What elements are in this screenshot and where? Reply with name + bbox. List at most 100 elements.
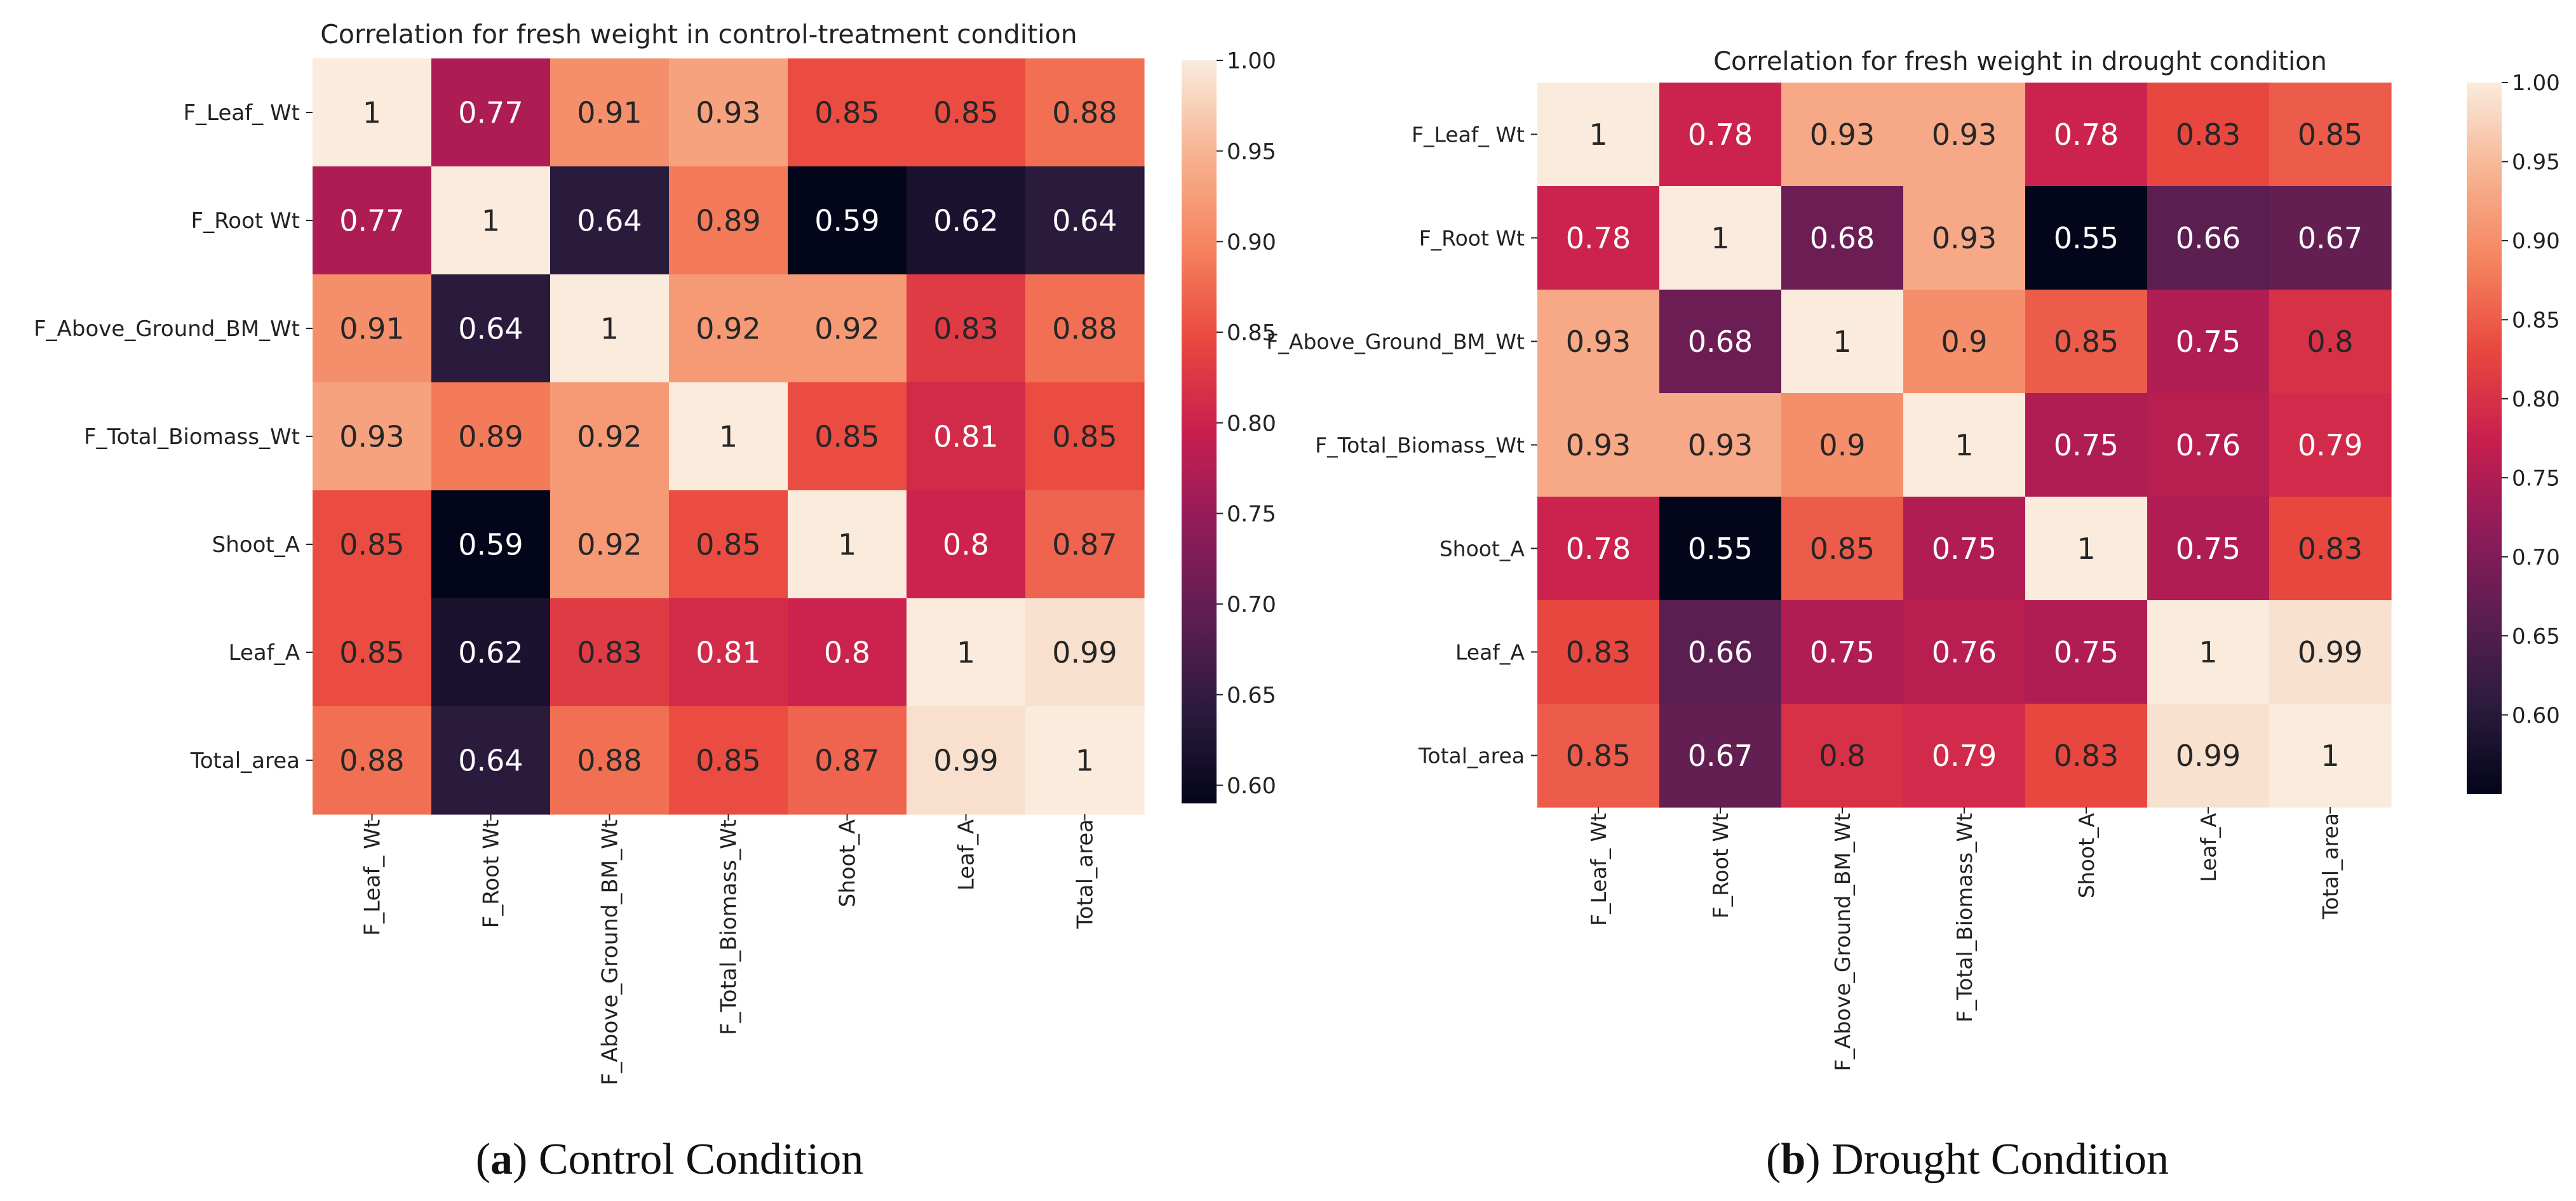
cell-value-label: 1 [2077, 532, 2095, 566]
cell-value-label: 0.79 [1932, 739, 1997, 773]
cell-value-label: 0.8 [2307, 325, 2353, 359]
x-tick-label: Total_area [1073, 819, 1098, 929]
cell-value-label: 0.76 [2176, 428, 2241, 462]
heatmap-cell [1659, 83, 1782, 187]
cell-value-label: 0.75 [2176, 325, 2241, 359]
cell-value-label: 1 [2321, 739, 2339, 773]
heatmap-cell [788, 382, 907, 491]
cell-value-label: 0.81 [696, 636, 760, 670]
heatmap-cells [1537, 83, 2392, 808]
heatmap-cell [669, 382, 788, 491]
heatmap-cell [1903, 186, 2026, 290]
cell-value-label: 0.78 [2054, 117, 2119, 152]
heatmap-cell [669, 274, 788, 383]
colorbar-tick-label: 0.90 [2512, 229, 2560, 254]
cell-value-label: 0.93 [1566, 325, 1631, 359]
x-tick-label: Leaf_A [2196, 813, 2221, 882]
heatmap-cell [1537, 83, 1660, 187]
cell-value-label: 0.85 [1810, 532, 1875, 566]
cell-value-label: 0.8 [824, 636, 870, 670]
y-tick-label: Leaf_A [1455, 640, 1525, 664]
cell-value-label: 0.93 [1810, 117, 1875, 152]
cell-value-label: 0.85 [933, 96, 998, 130]
heatmap-cell [2147, 290, 2270, 394]
colorbar-tick-label: 0.95 [2512, 150, 2560, 175]
cell-value-label: 0.85 [1052, 420, 1117, 454]
x-tick-label: F_Above_Ground_BM_Wt [1830, 813, 1855, 1071]
colorbar-tick-label: 0.60 [1227, 774, 1276, 799]
y-tick-label: Total_area [190, 748, 300, 774]
heatmap-cell [907, 274, 1026, 383]
caption: (b) Drought Condition [1766, 1135, 2169, 1184]
y-tick-label: Leaf_A [229, 640, 300, 666]
cell-value-label: 0.66 [1688, 635, 1753, 669]
heatmap-cell [2147, 186, 2270, 290]
cell-annotations: 1 0.78 0.93 0.93 0.78 0.83 0.85 0.78 1 0.68 0.93 0.… [1566, 117, 2363, 773]
heatmap-cell [550, 166, 670, 275]
cell-value-label: 0.93 [1932, 221, 1997, 255]
x-tick-label: F_Leaf_ Wt [1586, 813, 1611, 926]
heatmap-cell [1903, 704, 2026, 808]
heatmap-cell [431, 58, 551, 167]
heatmap-cell [669, 598, 788, 707]
cell-value-label: 1 [1711, 221, 1729, 255]
cell-value-label: 0.91 [577, 96, 642, 130]
cell-value-label: 0.88 [1052, 312, 1117, 346]
cell-value-label: 1 [600, 312, 619, 346]
heatmap-cell [2147, 600, 2270, 704]
heatmap-cell [1025, 274, 1145, 383]
cell-value-label: 0.87 [1052, 528, 1117, 562]
cell-value-label: 0.88 [339, 744, 404, 778]
x-tick-label: F_Root Wt [1708, 813, 1733, 918]
colorbar-tick-label: 0.70 [1227, 593, 1276, 618]
y-tick-label: F_Root Wt [1419, 225, 1525, 250]
heatmap-cell [1537, 290, 1660, 394]
cell-value-label: 0.99 [1052, 636, 1117, 670]
caption: (a) Control Condition [476, 1135, 864, 1184]
cell-value-label: 1 [719, 420, 738, 454]
heatmap-cell [1537, 186, 1660, 290]
heatmap-cell [2269, 600, 2392, 704]
cell-value-label: 0.66 [2176, 221, 2241, 255]
heatmap-cell [907, 382, 1026, 491]
cell-value-label: 0.85 [814, 96, 879, 130]
cell-value-label: 0.88 [1052, 96, 1117, 130]
heatmap-cell [2025, 186, 2148, 290]
heatmap-cell [431, 382, 551, 491]
heatmap-cell [788, 274, 907, 383]
heatmap-cell [2025, 290, 2148, 394]
cell-value-label: 0.67 [2298, 221, 2363, 255]
colorbar-tick-label: 0.75 [1227, 502, 1276, 527]
heatmap-cell [550, 274, 670, 383]
caption-text: Drought Condition [1821, 1135, 2169, 1184]
cell-value-label: 0.68 [1810, 221, 1875, 255]
cell-value-label: 0.83 [1566, 635, 1631, 669]
heatmap-cell [907, 58, 1026, 167]
colorbar-gradient [1182, 60, 1217, 803]
cell-value-label: 0.85 [2054, 325, 2119, 359]
heatmap-cell [2147, 393, 2270, 497]
x-tick-label: F_Leaf_ Wt [360, 819, 386, 936]
colorbar-tick-label: 0.80 [2512, 387, 2560, 412]
heatmap-cell [1025, 382, 1145, 491]
cell-value-label: 0.99 [2298, 635, 2363, 669]
heatmap-panel-drought: Correlation for fresh weight in drought … [1266, 47, 2559, 1184]
cell-value-label: 0.93 [696, 96, 760, 130]
cell-value-label: 0.85 [696, 744, 760, 778]
heatmap-cell [1537, 704, 1660, 808]
heatmap-cell [1781, 704, 1904, 808]
colorbar-tick-label: 1.00 [2512, 70, 2560, 96]
y-tick-label: F_Leaf_ Wt [184, 100, 300, 126]
y-axis-labels: F_Leaf_ Wt F_Root Wt F_Above_Ground_BM_Wt F… [34, 100, 313, 774]
cell-value-label: 0.92 [577, 528, 642, 562]
cell-value-label: 0.55 [2054, 221, 2119, 255]
heatmap-cell [431, 166, 551, 275]
heatmap-cell [669, 166, 788, 275]
cell-value-label: 0.83 [577, 636, 642, 670]
heatmap-cell [431, 706, 551, 815]
x-tick-label: F_Above_Ground_BM_Wt [598, 819, 623, 1085]
heatmap-cell [1659, 393, 1782, 497]
heatmap-panel-control: Correlation for fresh weight in control-… [34, 19, 1276, 1184]
caption-close: ) [513, 1135, 527, 1184]
